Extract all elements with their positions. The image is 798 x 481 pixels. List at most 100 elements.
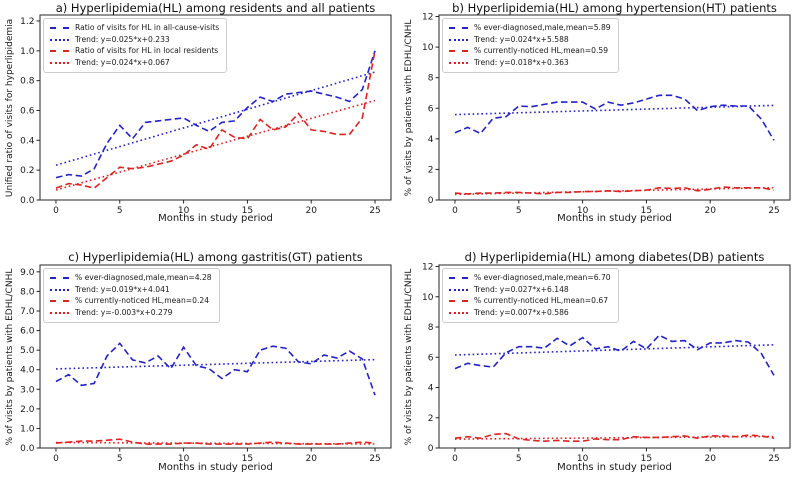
y-tick-label: 6 [428, 104, 434, 114]
trend-line [454, 186, 775, 196]
x-axis-label: Months in study period [557, 462, 672, 473]
legend-item: Trend: y=0.025*x+0.233 [50, 35, 219, 46]
plot-area: 0 5 10 15 20 25 0.0 0.2 0.4 0.6 0.8 1.0 1.2 [20, 14, 392, 216]
axes-box [39, 14, 392, 201]
x-tick-label: 25 [768, 454, 779, 464]
legend-line-sample-dotted-blue [50, 38, 69, 41]
x-tick-label: 0 [452, 454, 458, 464]
legend-item: % currently-noticed HL,mean=0.59 [449, 46, 611, 57]
panel-title: c) Hyperlipidemia(HL) among gastritis(GT… [68, 250, 363, 264]
x-axis-label: Months in study period [557, 213, 672, 224]
x-axis-label: Months in study period [158, 213, 273, 224]
data-series-line [55, 342, 376, 396]
x-tick-label: 10 [577, 206, 589, 216]
legend-line-sample-dashed-red [449, 50, 468, 53]
y-tick-label: 0.0 [20, 196, 35, 206]
x-tick-label: 0 [53, 454, 59, 464]
y-tick-label: 1.2 [20, 17, 34, 27]
y-tick-label: 1.0 [20, 424, 35, 434]
legend-line-sample-dashed-blue [50, 277, 69, 280]
legend-label: Trend: y=0.027*x+6.148 [474, 284, 569, 294]
legend-line-sample-dashed-red [50, 300, 69, 303]
legend-label: Trend: y=-0.003*x+0.279 [75, 307, 173, 317]
panel-d-diabetes-patients: d) Hyperlipidemia(HL) among diabetes(DB)… [399, 240, 798, 481]
y-tick-label: 12 [422, 263, 433, 273]
panel-title: a) Hyperlipidemia(HL) among residents an… [55, 1, 376, 15]
legend-item: % ever-diagnosed,male,mean=5.89 [449, 23, 611, 34]
legend-label: % ever-diagnosed,male,mean=6.70 [474, 273, 611, 283]
legend: % ever-diagnosed,male,mean=6.70 Trend: y… [442, 268, 619, 323]
legend-label: Trend: y=0.019*x+4.041 [75, 284, 170, 294]
data-series-line [454, 186, 775, 195]
legend-line-sample-dashed-blue [449, 277, 468, 280]
legend-label: % currently-noticed HL,mean=0.24 [75, 296, 210, 306]
x-tick-label: 10 [178, 206, 190, 216]
y-tick-label: 8 [428, 323, 434, 333]
y-tick-label: 6.0 [20, 327, 35, 337]
legend-label: % ever-diagnosed,male,mean=5.89 [474, 23, 611, 33]
legend-item: Ratio of visits for HL in local resident… [50, 46, 219, 57]
y-tick-label: 0.0 [20, 444, 35, 454]
legend-item: % ever-diagnosed,male,mean=6.70 [449, 273, 611, 284]
legend-line-sample-dotted-red [50, 311, 69, 314]
legend: % ever-diagnosed,male,mean=5.89 Trend: y… [442, 18, 619, 73]
panel-a-residents-all-patients: a) Hyperlipidemia(HL) among residents an… [0, 0, 399, 240]
legend-item: % currently-noticed HL,mean=0.67 [449, 296, 611, 307]
legend-item: Trend: y=0.027*x+6.148 [449, 285, 611, 296]
panel-title: b) Hyperlipidemia(HL) among hypertension… [452, 1, 777, 15]
x-tick-label: 20 [705, 206, 717, 216]
x-tick-label: 10 [577, 454, 589, 464]
x-tick-label: 15 [641, 454, 652, 464]
legend: % ever-diagnosed,male,mean=4.28 Trend: y… [43, 268, 220, 323]
legend-line-sample-dotted-blue [449, 38, 468, 41]
x-tick-label: 5 [516, 206, 522, 216]
data-series-line [454, 334, 775, 376]
y-tick-label: 4 [428, 384, 434, 394]
legend-label: Trend: y=0.018*x+0.363 [474, 57, 569, 67]
x-tick-label: 15 [641, 206, 652, 216]
legend-line-sample-dashed-blue [449, 27, 468, 30]
y-tick-label: 2 [428, 414, 434, 424]
y-tick-label: 0.6 [20, 106, 35, 116]
y-tick-label: 0.8 [20, 77, 35, 87]
legend-label: Ratio of visits for HL in local resident… [75, 46, 219, 56]
x-tick-label: 20 [306, 206, 318, 216]
data-series-line [55, 50, 376, 189]
legend-label: % currently-noticed HL,mean=0.59 [474, 46, 609, 56]
data-series-line [454, 94, 775, 141]
legend-label: Trend: y=0.007*x+0.586 [474, 307, 569, 317]
y-tick-label: 6 [428, 353, 434, 363]
axes-box [438, 14, 791, 201]
trend-line [55, 71, 376, 166]
axes-box [438, 264, 791, 449]
legend-item: % currently-noticed HL,mean=0.24 [50, 296, 212, 307]
legend-item: Trend: y=0.007*x+0.586 [449, 308, 611, 319]
plot-area: 0 5 10 15 20 25 0.0 1.0 2.0 3.0 4.0 5.0 6.0 7.0 8.0 9.0 [20, 264, 392, 464]
y-tick-label: 3.0 [20, 385, 35, 395]
trend-line [55, 441, 376, 445]
legend-item: Trend: y=0.024*x+5.588 [449, 35, 611, 46]
legend-item: % ever-diagnosed,male,mean=4.28 [50, 273, 212, 284]
x-tick-label: 20 [705, 454, 717, 464]
legend-line-sample-dotted-red [50, 61, 69, 64]
x-tick-label: 20 [306, 454, 318, 464]
x-tick-label: 0 [53, 206, 59, 216]
legend-line-sample-dotted-blue [50, 288, 69, 291]
panel-c-gastritis-patients: c) Hyperlipidemia(HL) among gastritis(GT… [0, 240, 399, 481]
x-tick-label: 25 [369, 454, 380, 464]
legend-line-sample-dotted-blue [449, 288, 468, 291]
legend-item: Trend: y=0.018*x+0.363 [449, 58, 611, 69]
legend-item: Trend: y=0.019*x+4.041 [50, 285, 212, 296]
legend-label: % currently-noticed HL,mean=0.67 [474, 296, 609, 306]
y-tick-label: 4 [428, 135, 434, 145]
data-series-line [55, 50, 376, 179]
x-tick-label: 15 [242, 206, 253, 216]
y-tick-label: 2.0 [20, 405, 35, 415]
panel-b-hypertension-patients: b) Hyperlipidemia(HL) among hypertension… [399, 0, 798, 240]
legend-label: % ever-diagnosed,male,mean=4.28 [75, 273, 212, 283]
data-series-line [55, 438, 376, 445]
y-tick-label: 7.0 [20, 307, 35, 317]
legend-line-sample-dotted-red [449, 311, 468, 314]
trend-line [454, 104, 775, 116]
